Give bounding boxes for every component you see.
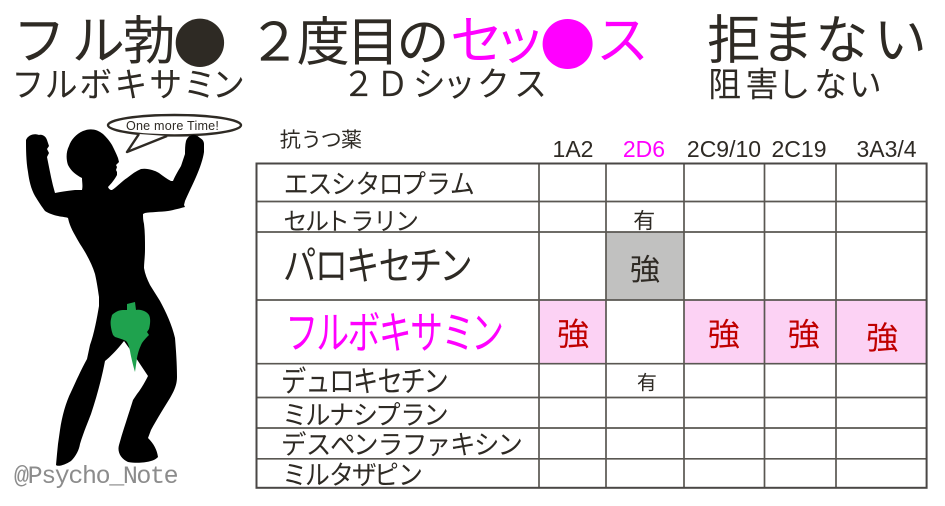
- svg-text:One more Time!: One more Time!: [126, 119, 219, 133]
- svg-text:@Psycho_Note: @Psycho_Note: [14, 462, 178, 491]
